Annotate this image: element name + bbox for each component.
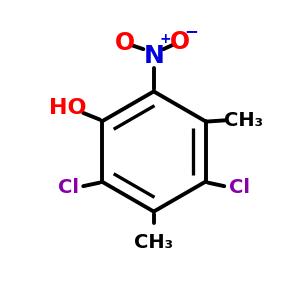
- Text: HO: HO: [50, 98, 87, 118]
- Text: −: −: [184, 22, 198, 40]
- Text: Cl: Cl: [58, 178, 79, 197]
- Text: CH₃: CH₃: [224, 111, 263, 130]
- Text: N: N: [143, 44, 164, 68]
- Text: +: +: [159, 32, 171, 46]
- Text: O: O: [115, 31, 135, 55]
- Text: Cl: Cl: [229, 178, 250, 197]
- Text: CH₃: CH₃: [134, 233, 173, 252]
- Text: O: O: [170, 30, 190, 54]
